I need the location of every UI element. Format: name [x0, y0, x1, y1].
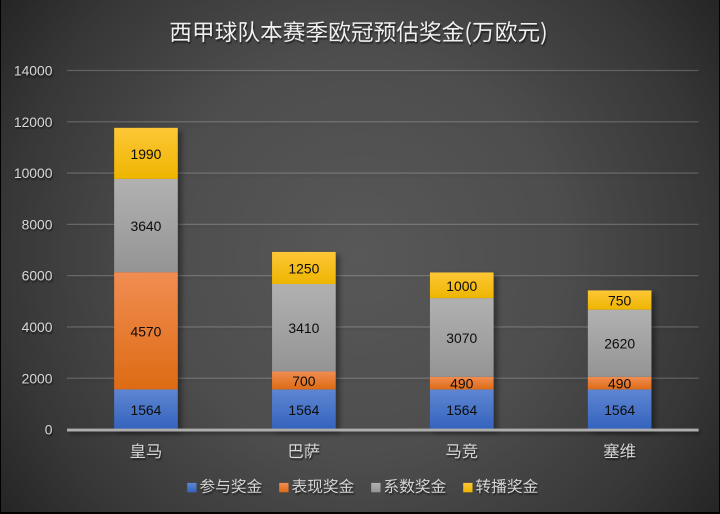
- svg-text:490: 490: [450, 376, 473, 392]
- svg-text:12000: 12000: [15, 116, 54, 132]
- svg-text:1564: 1564: [604, 402, 635, 418]
- svg-text:3410: 3410: [288, 320, 319, 336]
- svg-text:3070: 3070: [446, 330, 477, 346]
- svg-text:1990: 1990: [130, 146, 161, 162]
- svg-text:14000: 14000: [14, 63, 53, 79]
- svg-text:1000: 1000: [446, 278, 477, 294]
- svg-text:8000: 8000: [22, 216, 53, 232]
- svg-text:1564: 1564: [130, 402, 161, 418]
- svg-text:2000: 2000: [23, 372, 54, 388]
- svg-text:1564: 1564: [446, 402, 477, 418]
- svg-text:2000: 2000: [22, 370, 53, 386]
- svg-text:1250: 1250: [288, 260, 319, 276]
- svg-text:2620: 2620: [604, 336, 635, 352]
- svg-text:4000: 4000: [22, 319, 53, 335]
- svg-text:10000: 10000: [15, 167, 54, 183]
- svg-text:4570: 4570: [130, 323, 161, 339]
- svg-text:0: 0: [45, 422, 53, 438]
- svg-text:6000: 6000: [23, 269, 54, 285]
- svg-text:6000: 6000: [22, 268, 53, 284]
- svg-text:14000: 14000: [15, 64, 54, 80]
- svg-text:700: 700: [292, 373, 315, 389]
- svg-text:8000: 8000: [23, 218, 54, 234]
- svg-text:3640: 3640: [130, 218, 161, 234]
- svg-text:490: 490: [608, 376, 631, 392]
- svg-text:1564: 1564: [288, 402, 319, 418]
- svg-text:10000: 10000: [14, 165, 53, 181]
- svg-text:750: 750: [608, 293, 631, 309]
- svg-text:4000: 4000: [23, 321, 54, 337]
- svg-text:12000: 12000: [14, 114, 53, 130]
- svg-text:0: 0: [46, 423, 54, 439]
